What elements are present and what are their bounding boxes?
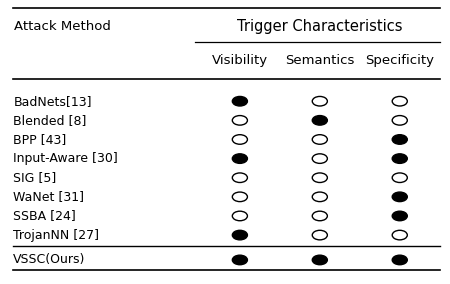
Circle shape xyxy=(392,97,407,106)
Circle shape xyxy=(232,116,248,125)
Text: TrojanNN [27]: TrojanNN [27] xyxy=(14,229,99,242)
Circle shape xyxy=(232,192,248,202)
Circle shape xyxy=(392,135,407,144)
Text: WaNet [31]: WaNet [31] xyxy=(14,190,84,203)
Circle shape xyxy=(392,255,407,265)
Circle shape xyxy=(312,211,327,221)
Text: Trigger Characteristics: Trigger Characteristics xyxy=(237,19,403,34)
Circle shape xyxy=(312,154,327,163)
Circle shape xyxy=(392,192,407,202)
Text: VSSC(Ours): VSSC(Ours) xyxy=(14,253,86,266)
Circle shape xyxy=(312,192,327,202)
Circle shape xyxy=(312,135,327,144)
Circle shape xyxy=(312,255,327,265)
Text: SIG [5]: SIG [5] xyxy=(14,171,57,184)
Text: Blended [8]: Blended [8] xyxy=(14,114,87,127)
Text: Attack Method: Attack Method xyxy=(14,20,111,33)
Text: Input-Aware [30]: Input-Aware [30] xyxy=(14,152,118,165)
Circle shape xyxy=(392,211,407,221)
Circle shape xyxy=(232,135,248,144)
Circle shape xyxy=(312,173,327,183)
Text: Specificity: Specificity xyxy=(365,54,434,67)
Circle shape xyxy=(392,173,407,183)
Circle shape xyxy=(312,116,327,125)
Circle shape xyxy=(392,116,407,125)
Circle shape xyxy=(232,154,248,163)
Circle shape xyxy=(232,255,248,265)
Text: Semantics: Semantics xyxy=(285,54,355,67)
Circle shape xyxy=(392,230,407,240)
Text: BPP [43]: BPP [43] xyxy=(14,133,67,146)
Circle shape xyxy=(312,97,327,106)
Circle shape xyxy=(312,230,327,240)
Text: SSBA [24]: SSBA [24] xyxy=(14,210,76,222)
Text: BadNets[13]: BadNets[13] xyxy=(14,95,92,108)
Circle shape xyxy=(232,211,248,221)
Circle shape xyxy=(232,230,248,240)
Circle shape xyxy=(232,173,248,183)
Circle shape xyxy=(392,154,407,163)
Text: Visibility: Visibility xyxy=(212,54,268,67)
Circle shape xyxy=(232,97,248,106)
